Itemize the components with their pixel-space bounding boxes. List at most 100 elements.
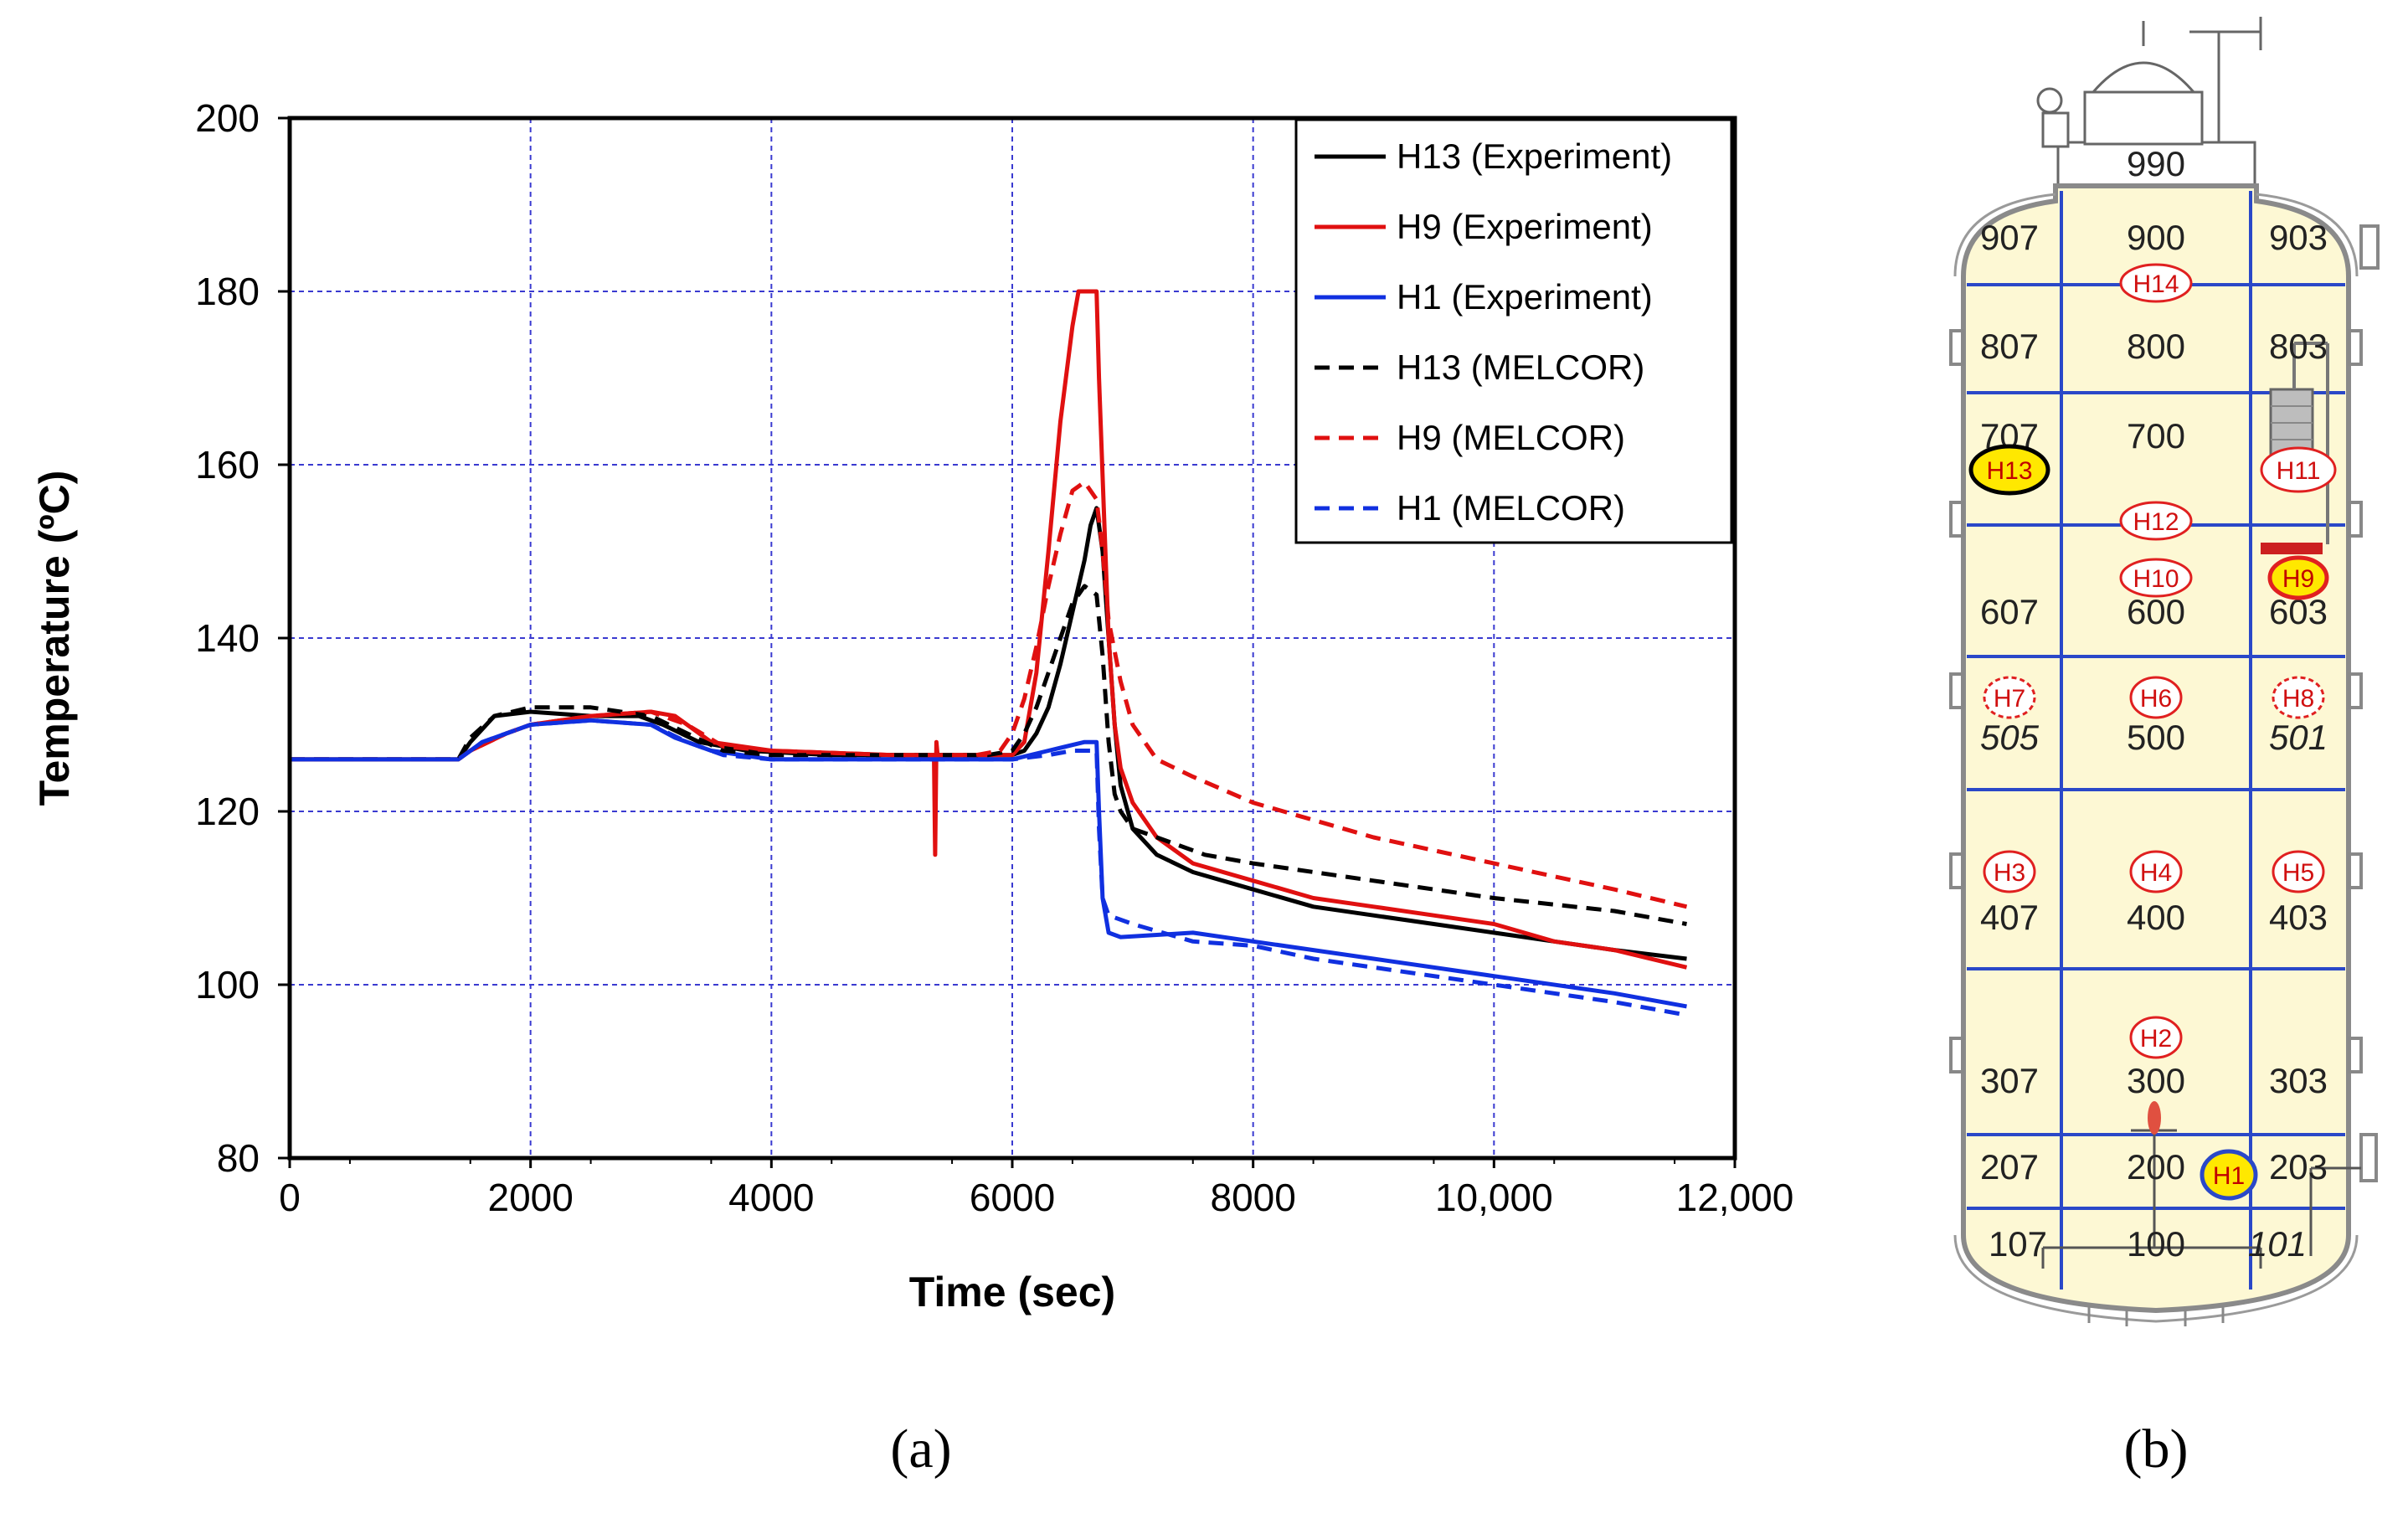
sensor-markers: H14 H13 H11 H12 H10 H9 H7 H6 H8 H3 H4 H5 <box>1968 263 2337 1201</box>
cell-600: 600 <box>2127 592 2185 631</box>
top-dome <box>2090 61 2197 94</box>
series-line-h1-melcor <box>290 718 1687 1017</box>
y-tick-label: 160 <box>195 443 260 486</box>
sensor-h12 <box>2119 501 2193 541</box>
sensor-h13 <box>1968 444 2050 496</box>
grid-lines <box>278 116 1737 1168</box>
cell-990: 990 <box>2127 144 2185 183</box>
caption-a: (a) <box>890 1418 951 1480</box>
cell-903: 903 <box>2269 218 2328 257</box>
sensor-h6 <box>2129 676 2183 719</box>
cell-900: 900 <box>2127 218 2185 257</box>
cell-100: 100 <box>2127 1224 2185 1264</box>
series-line-h9-melcor <box>290 480 1688 909</box>
top-housing <box>2083 90 2204 146</box>
x-tick-label: 8000 <box>1210 1176 1295 1219</box>
legend: H13 (Experiment) H9 (Experiment) H1 (Exper… <box>1294 118 1733 544</box>
cell-307: 307 <box>1980 1061 2039 1100</box>
series-line-h13-melcor <box>290 584 1687 926</box>
sensor-h10-label: H10 <box>2133 565 2179 593</box>
sensor-h3 <box>1983 850 2036 893</box>
cell-607: 607 <box>1980 592 2039 631</box>
sensor-h8-label: H8 <box>2282 685 2314 713</box>
cell-407: 407 <box>1980 898 2039 937</box>
cell-403: 403 <box>2269 898 2328 937</box>
legend-label-h9-experiment: H9 (Experiment) <box>1397 207 1653 246</box>
y-tick-label: 200 <box>195 96 260 140</box>
sensor-h5-label: H5 <box>2282 859 2314 887</box>
plot-frame <box>287 116 1737 1161</box>
vessel-grid <box>1967 191 2345 1290</box>
caption-b: (b) <box>2124 1418 2189 1480</box>
sensor-h4-label: H4 <box>2140 859 2172 887</box>
y-tick-label: 180 <box>195 270 260 313</box>
cell-107: 107 <box>1989 1224 2047 1264</box>
y-tick-label: 80 <box>217 1136 260 1180</box>
sensor-h1-label: H1 <box>2213 1162 2245 1190</box>
cell-807: 807 <box>1980 327 2039 366</box>
cell-101: 101 <box>2248 1224 2307 1264</box>
cell-303: 303 <box>2269 1061 2328 1100</box>
temperature-chart: 0 2000 4000 6000 8000 10,000 12,000 80 100 120 140… <box>31 96 1793 1480</box>
series-line-h1-experiment <box>290 718 1687 1009</box>
bottom-legs <box>2087 1306 2225 1326</box>
sensor-h4 <box>2129 850 2183 893</box>
top-gauge <box>2036 87 2063 114</box>
bottom-piping <box>2041 1129 2361 1269</box>
top-gauge-stem <box>2041 111 2070 148</box>
legend-label-h9-melcor: H9 (MELCOR) <box>1397 418 1625 457</box>
x-tick-label: 0 <box>279 1176 301 1219</box>
legend-box <box>1294 118 1733 544</box>
sensor-h6-label: H6 <box>2140 685 2172 713</box>
cell-800: 800 <box>2127 327 2185 366</box>
bottom-heater <box>2148 1101 2161 1135</box>
x-axis-label: Time (sec) <box>909 1269 1115 1315</box>
sensor-h11-label: H11 <box>2277 457 2321 485</box>
sensor-h8 <box>2272 676 2325 719</box>
legend-label-h13-melcor: H13 (MELCOR) <box>1397 348 1644 387</box>
y-axis-label: Temperature (ºC) <box>31 471 78 806</box>
sensor-h3-label: H3 <box>1994 859 2025 887</box>
cell-200: 200 <box>2127 1147 2185 1187</box>
x-tick-label: 10,000 <box>1435 1176 1553 1219</box>
sensor-h7 <box>1983 676 2036 719</box>
tick-labels: 0 2000 4000 6000 8000 10,000 12,000 80 100 120 140… <box>195 96 1793 1219</box>
side-nozzles <box>1949 224 2380 1182</box>
x-tick-label: 12,000 <box>1676 1176 1794 1219</box>
cell-501: 501 <box>2269 718 2328 757</box>
sensor-h7-label: H7 <box>1994 685 2025 713</box>
y-tick-label: 100 <box>195 963 260 1006</box>
sensor-h14 <box>2119 263 2193 303</box>
cell-400: 400 <box>2127 898 2185 937</box>
cell-505: 505 <box>1980 718 2040 757</box>
sensor-h14-label: H14 <box>2133 270 2179 298</box>
sensor-h9 <box>2267 555 2329 600</box>
cell-300: 300 <box>2127 1061 2185 1100</box>
sensor-h1 <box>2200 1149 2258 1201</box>
x-tick-label: 6000 <box>970 1176 1055 1219</box>
sensor-h12-label: H12 <box>2133 508 2179 536</box>
legend-label-h1-melcor: H1 (MELCOR) <box>1397 488 1625 528</box>
y-tick-label: 120 <box>195 790 260 833</box>
sensor-h11 <box>2260 446 2337 493</box>
cell-500: 500 <box>2127 718 2185 757</box>
x-tick-label: 2000 <box>487 1176 573 1219</box>
cell-803: 803 <box>2269 327 2328 366</box>
series-line-h13-experiment <box>290 506 1687 961</box>
sensor-h10 <box>2119 558 2193 598</box>
y-tick-label: 140 <box>195 616 260 660</box>
vessel-outer-wall <box>1953 193 2359 1323</box>
sensor-h13-label: H13 <box>1986 457 2032 485</box>
cell-907: 907 <box>1980 218 2039 257</box>
cell-207: 207 <box>1980 1147 2039 1187</box>
series-lines <box>290 289 1688 1017</box>
vessel-diagram: 990 907 900 903 807 800 803 707 700 607 … <box>1949 17 2380 1480</box>
legend-label-h13-experiment: H13 (Experiment) <box>1397 136 1672 176</box>
sensor-h2-label: H2 <box>2140 1025 2172 1053</box>
sensor-h5 <box>2272 850 2325 893</box>
cell-700: 700 <box>2127 416 2185 456</box>
series-line-h9-experiment <box>290 289 1688 970</box>
sensor-h2 <box>2129 1016 2183 1059</box>
sensor-h9-label: H9 <box>2282 565 2314 593</box>
